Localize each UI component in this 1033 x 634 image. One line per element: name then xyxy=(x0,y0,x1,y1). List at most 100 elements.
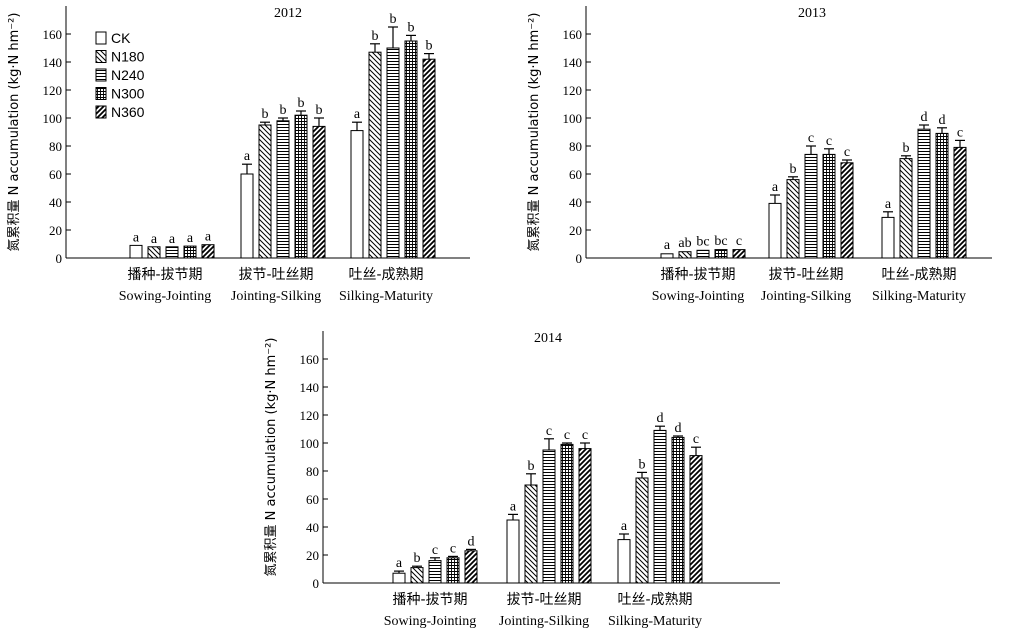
category-label-cn: 拔节-吐丝期 xyxy=(506,592,581,608)
chart-2014: 2014 0 20 40 60 80 100 120 140 160 氮累积量 N accumula… xyxy=(264,331,780,629)
y-tick-label: 140 xyxy=(43,55,63,70)
chart-title: 2012 xyxy=(274,6,302,21)
significance-letter: b xyxy=(390,12,397,27)
bar-n180 xyxy=(147,246,161,259)
y-tick-label: 0 xyxy=(313,576,320,591)
significance-letter: c xyxy=(450,541,456,556)
bar-n180 xyxy=(786,179,800,259)
bar-n300 xyxy=(183,245,197,259)
significance-letter: c xyxy=(826,134,832,149)
significance-letter: b xyxy=(426,39,433,54)
y-tick-label: 80 xyxy=(49,139,62,154)
significance-letter: c xyxy=(432,543,438,558)
significance-letter: a xyxy=(772,180,779,195)
significance-letter: b xyxy=(639,457,646,472)
legend: CK N180 N240 N300 N360 xyxy=(95,30,145,120)
bar-n240 xyxy=(917,128,931,259)
significance-letter: b xyxy=(528,459,535,474)
category-label-cn: 拔节-吐丝期 xyxy=(238,267,313,283)
bar-n240 xyxy=(276,120,290,259)
legend-label: CK xyxy=(111,30,131,46)
y-tick-label: 0 xyxy=(56,251,63,266)
significance-letter: b xyxy=(262,107,269,122)
significance-letter: b xyxy=(790,162,797,177)
y-tick-label: 20 xyxy=(569,223,582,238)
y-tick-label: 100 xyxy=(563,111,583,126)
legend-label: N180 xyxy=(111,49,145,65)
significance-letter: bc xyxy=(696,235,709,250)
category-label-en: Jointing-Silking xyxy=(761,289,851,304)
y-tick-label: 140 xyxy=(563,55,583,70)
significance-letter: b xyxy=(316,103,323,118)
bar-n180 xyxy=(258,124,272,259)
y-axis-label: 氮累积量 N accumulation (kg·N hm⁻²) xyxy=(527,13,542,252)
bar-n180 xyxy=(635,477,649,584)
y-tick-label: 40 xyxy=(306,520,319,535)
significance-letter: c xyxy=(844,145,850,160)
bar-n240 xyxy=(542,449,556,584)
significance-letter: a xyxy=(885,197,892,212)
chart-2013: 2013 0 20 40 60 80 100 120 140 160 氮累积量 N accumula… xyxy=(527,6,992,304)
significance-letter: d xyxy=(657,411,664,426)
bar-ck xyxy=(350,130,364,259)
bar-n300 xyxy=(446,557,460,584)
category-label-cn: 播种-拔节期 xyxy=(127,267,202,283)
significance-letter: d xyxy=(675,421,682,436)
y-axis-label: 氮累积量 N accumulation (kg·N hm⁻²) xyxy=(7,13,22,252)
y-tick-label: 80 xyxy=(569,139,582,154)
significance-letter: a xyxy=(396,556,403,571)
bar-n360 xyxy=(689,455,703,584)
y-tick-label: 120 xyxy=(563,83,583,98)
category-label-en: Sowing-Jointing xyxy=(119,289,212,304)
category-label-en: Silking-Maturity xyxy=(872,289,966,304)
category-label-en: Jointing-Silking xyxy=(231,289,321,304)
bar-n180 xyxy=(678,251,692,259)
significance-letter: d xyxy=(939,113,946,128)
bar-n240 xyxy=(428,560,442,584)
bar-n180 xyxy=(899,158,913,259)
category-label-cn: 播种-拔节期 xyxy=(660,267,735,283)
bar-n360 xyxy=(953,146,967,259)
bar-n240 xyxy=(386,47,400,259)
legend-label: N300 xyxy=(111,86,145,102)
significance-letter: b xyxy=(903,141,910,156)
significance-letter: bc xyxy=(714,234,727,249)
legend-swatch-n360 xyxy=(95,105,107,119)
y-tick-label: 120 xyxy=(43,83,63,98)
bar-n300 xyxy=(294,114,308,259)
category-label-en: Sowing-Jointing xyxy=(652,289,745,304)
significance-letter: a xyxy=(169,232,176,247)
legend-swatch-ck xyxy=(95,31,107,45)
significance-letter: ab xyxy=(678,236,691,251)
category-label-en: Silking-Maturity xyxy=(608,614,702,629)
significance-letter: c xyxy=(564,428,570,443)
y-tick-label: 60 xyxy=(49,167,62,182)
bar-n240 xyxy=(696,249,710,259)
significance-letter: d xyxy=(468,534,475,549)
bar-ck xyxy=(768,202,782,259)
bar-n360 xyxy=(732,249,746,259)
legend-label: N240 xyxy=(111,67,145,83)
significance-letter: c xyxy=(546,424,552,439)
significance-letter: c xyxy=(808,131,814,146)
significance-letter: b xyxy=(298,96,305,111)
significance-letter: b xyxy=(280,103,287,118)
bar-ck xyxy=(506,519,520,584)
category-label-cn: 吐丝-成熟期 xyxy=(348,267,423,283)
bar-n240 xyxy=(653,429,667,584)
significance-letter: a xyxy=(664,238,671,253)
y-tick-label: 140 xyxy=(300,380,320,395)
category-label-cn: 播种-拔节期 xyxy=(392,592,467,608)
bar-n300 xyxy=(935,132,949,259)
bar-n300 xyxy=(560,443,574,584)
bar-ck xyxy=(240,173,254,259)
significance-letter: a xyxy=(354,107,361,122)
bar-n360 xyxy=(422,58,436,259)
significance-letter: a xyxy=(621,519,628,534)
significance-letter: b xyxy=(408,20,415,35)
chart-2012: 2012 0 20 40 60 80 100 120 140 160 氮累积量 N accumula… xyxy=(7,6,470,304)
bar-n360 xyxy=(201,244,215,259)
category-label-cn: 吐丝-成熟期 xyxy=(617,592,692,608)
y-tick-label: 100 xyxy=(43,111,63,126)
bar-n180 xyxy=(524,484,538,584)
